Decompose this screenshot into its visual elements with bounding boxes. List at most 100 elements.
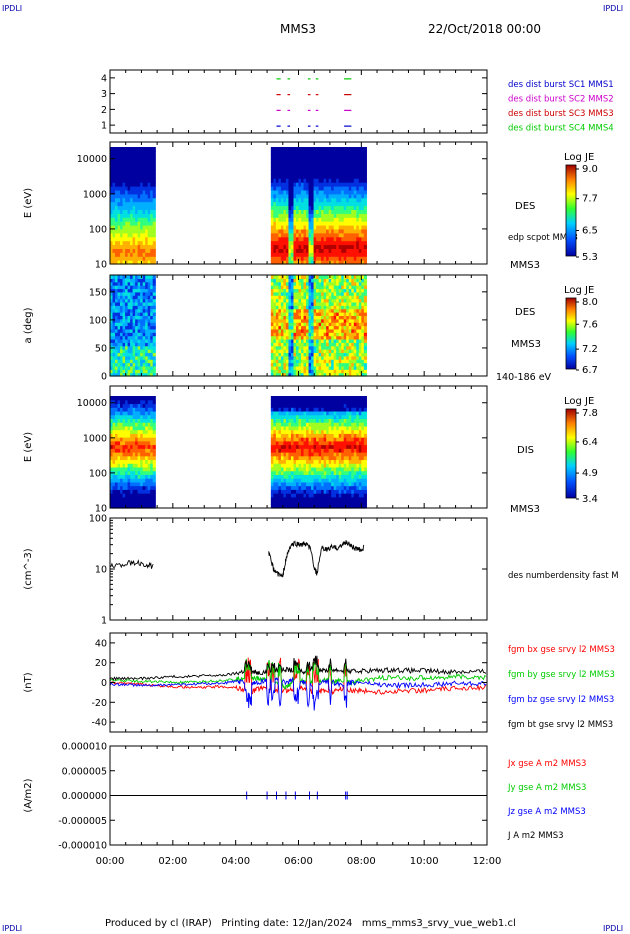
des-energy-pixel <box>356 189 360 195</box>
dis-energy-pixel <box>356 399 360 405</box>
des-pitch-pixel <box>303 322 307 327</box>
des-energy-pixel <box>125 150 129 156</box>
dis-energy-pixel <box>283 489 287 494</box>
des-pitch-pixel <box>130 355 134 360</box>
des-pitch-pixel <box>135 338 139 343</box>
des-pitch-pixel <box>303 278 307 283</box>
des-energy-pixel <box>313 248 317 253</box>
des-energy-pixel <box>298 182 302 187</box>
des-pitch-pixel <box>358 352 362 357</box>
des-energy-pixel <box>303 182 307 187</box>
dis-energy-pixel <box>358 485 362 490</box>
des-pitch-pixel <box>280 281 285 286</box>
des-pitch-pixel <box>361 345 365 350</box>
des-energy-pixel <box>301 228 305 234</box>
des-pitch-pixel <box>336 291 340 296</box>
des-pitch-pixel <box>323 332 327 337</box>
dis-energy-pixel <box>311 448 315 453</box>
des-pitch-pixel <box>125 352 129 357</box>
dis-energy-pixel <box>293 485 297 490</box>
des-pitch-pixel <box>125 332 129 337</box>
des-energy-pixel <box>351 186 355 191</box>
des-energy-pixel <box>343 256 347 261</box>
des-energy-pixel <box>316 244 320 249</box>
des-energy-pixel <box>147 201 151 207</box>
des-pitch-pixel <box>328 365 332 370</box>
des-pitch-pixel <box>288 365 292 370</box>
des-energy-pixel <box>358 221 362 226</box>
des-energy-pixel <box>306 170 310 175</box>
dis-energy-pixel <box>283 474 287 479</box>
des-energy-pixel <box>273 166 277 171</box>
des-pitch-pixel <box>152 359 156 364</box>
des-pitch-pixel <box>145 345 149 350</box>
des-pitch-pixel <box>132 365 136 370</box>
dis-energy-pixel <box>147 444 151 449</box>
des-pitch-pixel <box>152 355 156 360</box>
dis-energy-pixel <box>285 429 290 434</box>
des-energy-pixel <box>333 186 337 191</box>
des-energy-pixel <box>316 193 320 199</box>
des-pitch-pixel <box>351 288 355 293</box>
dis-energy-pixel <box>137 504 141 509</box>
des-pitch-pixel <box>295 372 300 377</box>
des-pitch-pixel <box>142 335 146 340</box>
dis-energy-pixel <box>336 478 340 483</box>
des-energy-pixel <box>346 147 350 152</box>
dis-energy-pixel <box>303 444 307 449</box>
des-pitch-pixel <box>130 342 134 347</box>
des-pitch-pixel <box>137 345 141 350</box>
des-pitch-pixel <box>353 359 357 364</box>
dis-energy-pixel <box>275 437 279 442</box>
des-energy-pixel <box>343 221 347 226</box>
des-pitch-pixel <box>321 362 325 367</box>
des-pitch-pixel <box>152 342 156 347</box>
des-pitch-pixel <box>283 295 287 300</box>
des-pitch-pixel <box>293 372 297 377</box>
dis-energy-pixel <box>346 418 350 423</box>
dis-energy-pixel <box>127 429 131 434</box>
dis-energy-pixel <box>333 485 337 490</box>
des-energy-pixel <box>321 154 325 160</box>
dis-energy-pixel <box>127 407 131 412</box>
dis-energy-pixel <box>316 403 320 408</box>
des-pitch-pixel <box>293 278 297 283</box>
des-pitch-pixel <box>338 318 342 323</box>
des-energy-pixel <box>130 256 134 261</box>
des-pitch-pixel <box>333 291 337 296</box>
dis-energy-pixel <box>328 440 332 446</box>
des-pitch-pixel <box>132 295 136 300</box>
dis-energy-pixel <box>278 422 282 427</box>
des-pitch-pixel <box>125 275 129 279</box>
des-energy-pixel <box>321 217 325 222</box>
dis-energy-pixel <box>313 463 317 468</box>
des-energy-pixel <box>275 197 279 203</box>
dis-energy-pixel <box>125 493 129 498</box>
des-pitch-pixel <box>333 295 337 300</box>
dis-energy-pixel <box>285 455 290 461</box>
des-energy-pixel <box>316 174 320 179</box>
des-pitch-pixel <box>288 325 292 330</box>
dis-energy-pixel <box>303 433 307 438</box>
des-pitch-pixel <box>147 332 151 337</box>
dis-energy-pixel <box>120 466 124 472</box>
des-energy-pixel <box>288 150 292 156</box>
dis-energy-pixel <box>308 452 312 457</box>
des-pitch-pixel <box>152 275 156 279</box>
dis-energy-pixel <box>298 452 302 457</box>
des-pitch-pixel <box>303 342 307 347</box>
dis-energy-pixel <box>112 452 116 457</box>
des-pitch-pixel <box>293 308 297 313</box>
des-pitch-pixel <box>318 288 322 293</box>
des-pitch-pixel <box>311 342 315 347</box>
des-pitch-pixel <box>326 318 330 323</box>
des-energy-pixel <box>351 252 355 257</box>
des-energy-pixel <box>318 221 322 226</box>
dis-energy-pixel <box>301 399 305 405</box>
dis-energy-pixel <box>323 474 327 479</box>
dis-energy-pixel <box>145 414 149 419</box>
des-pitch-pixel <box>115 365 119 370</box>
dis-energy-pixel <box>150 496 154 502</box>
des-pitch-pixel <box>283 345 287 350</box>
dis-energy-pixel <box>150 474 154 479</box>
